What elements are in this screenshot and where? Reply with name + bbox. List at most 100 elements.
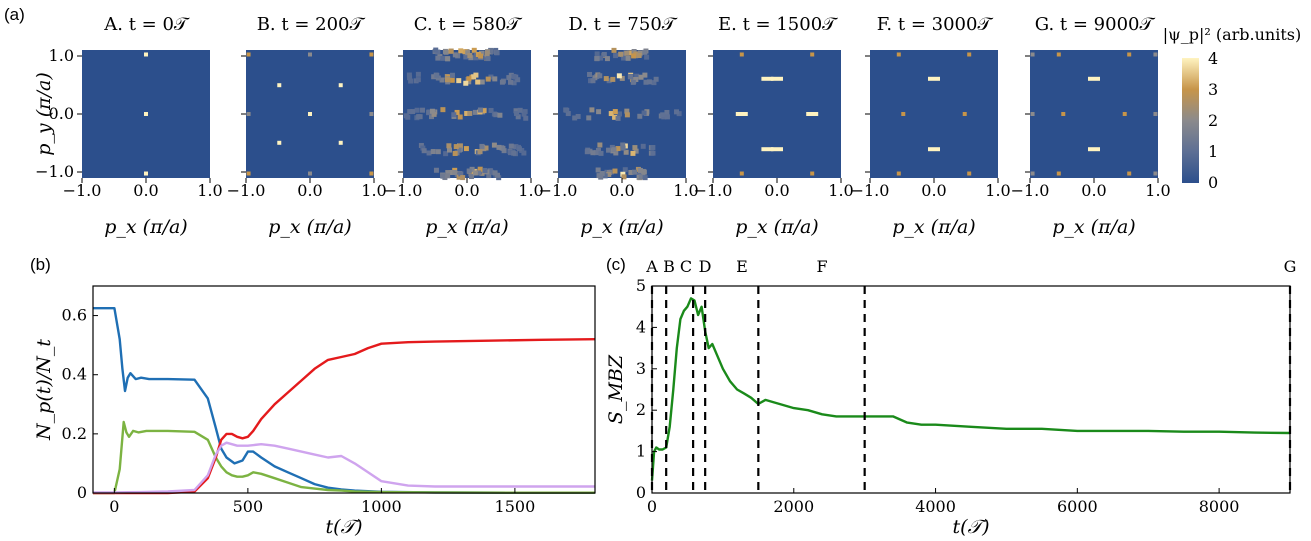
panel-b-ytick-1: 0.2 — [62, 424, 87, 443]
snapshot-0-xtick-0: −1.0 — [63, 181, 102, 200]
snapshot-2-speckle-27 — [507, 79, 513, 85]
snapshot-2-speckle-137 — [479, 50, 485, 56]
snapshot-2-speckle-193 — [433, 167, 439, 173]
snapshot-3-speckle-125 — [637, 167, 643, 173]
snapshot-3-speckle-99 — [624, 50, 630, 56]
snapshot-2-speckle-0 — [406, 72, 412, 78]
snapshot-2-speckle-109 — [420, 145, 426, 151]
snapshot-3-speckle-113 — [620, 171, 626, 177]
snapshot-2-speckle-19 — [439, 77, 445, 83]
snapshot-3-speckle-40 — [624, 112, 630, 118]
snapshot-3-speckle-55 — [613, 150, 619, 156]
snapshot-3-speckle-41 — [608, 111, 614, 117]
snapshot-1: B. t = 200𝒯 −1.0 0.0 1.0 p_x (π/a) — [227, 14, 387, 238]
panel-b-xtick-3: 1500 — [495, 497, 536, 516]
snapshot-5-xtick-1: 0.0 — [921, 181, 946, 200]
snapshot-3-speckle-104 — [628, 169, 634, 175]
snapshot-3-speckle-43 — [674, 109, 680, 115]
snapshot-3-speckle-127 — [631, 169, 637, 175]
snapshot-3-speckle-21 — [646, 79, 652, 85]
snapshot-2-speckle-149 — [452, 52, 458, 58]
colorbar-tick-2: 2 — [1208, 111, 1218, 130]
snapshot-3-speckle-96 — [642, 49, 648, 55]
panel-c-series-0 — [650, 297, 1291, 481]
snapshot-2-speckle-32 — [508, 72, 514, 78]
snapshot-2-speckle-179 — [487, 169, 493, 175]
snapshot-6-spot-5 — [1153, 112, 1158, 116]
snapshot-0-spot-0 — [144, 112, 148, 116]
snapshot-6-spot-13 — [1153, 171, 1158, 176]
snapshot-2-speckle-112 — [516, 146, 522, 152]
snapshot-3-speckle-16 — [592, 75, 598, 81]
snapshot-5-spot-7 — [967, 171, 972, 176]
panel-c-xtick-3: 6000 — [1057, 497, 1098, 516]
snapshot-3-speckle-34 — [615, 115, 621, 121]
panel-b-ytick-0: 0 — [77, 483, 87, 502]
panel-c-entropy-chart: A B C D E F G 0 2000 4000 6000 8000 0 1 2 3 4 5 t(𝒯) S_MBZ — [605, 257, 1296, 538]
snapshot-3-speckle-48 — [641, 110, 647, 116]
snapshot-3-speckle-26 — [676, 111, 682, 117]
snapshot-2-speckle-24 — [515, 77, 521, 83]
snapshot-1-spot-0 — [308, 112, 312, 116]
snapshot-3-speckle-72 — [598, 150, 604, 156]
snapshot-2-speckle-64 — [426, 109, 432, 115]
event-label-F: F — [816, 257, 827, 276]
snapshot-5-spot-6 — [896, 171, 901, 176]
snapshot-2-speckle-181 — [469, 166, 475, 172]
panel-c-ytick-3: 3 — [636, 359, 646, 378]
panel-b-ylabel: N_p(t)/N_t — [33, 339, 55, 441]
snapshot-3-speckle-119 — [602, 173, 608, 179]
snapshot-3-xtick-2: 1.0 — [673, 181, 698, 200]
snapshot-3-speckle-68 — [590, 150, 596, 156]
snapshot-3-speckle-76 — [650, 144, 656, 150]
snapshot-2-speckle-96 — [430, 149, 436, 155]
snapshot-2-speckle-74 — [431, 111, 437, 117]
snapshot-1-spot-7 — [246, 171, 251, 176]
panel-b-xlabel: t(𝒯) — [325, 516, 362, 538]
snapshot-2-speckle-115 — [477, 149, 483, 155]
snapshot-2-speckle-192 — [472, 170, 478, 176]
snapshot-1-xtick-1: 0.0 — [297, 181, 322, 200]
snapshot-3-speckle-129 — [641, 169, 647, 175]
snapshot-2-speckle-91 — [508, 143, 514, 149]
snapshot-2-speckle-89 — [463, 146, 469, 152]
snapshot-2-speckle-94 — [446, 143, 452, 149]
snapshot-2-speckle-158 — [445, 56, 451, 62]
snapshot-2-speckle-133 — [465, 50, 471, 56]
snapshot-2-speckle-66 — [410, 109, 416, 115]
snapshot-0-xlabel: p_x (π/a) — [104, 216, 187, 238]
snapshot-2-speckle-46 — [414, 107, 420, 113]
snapshot-2-speckle-38 — [449, 72, 455, 78]
snapshot-2-speckle-75 — [454, 109, 460, 115]
snapshot-4-title: E. t = 1500𝒯 — [718, 14, 838, 35]
snapshot-3-speckle-2 — [619, 75, 625, 81]
snapshot-0-spot-1 — [144, 52, 148, 57]
snapshot-6-spot-10 — [1030, 52, 1035, 57]
snapshot-3-speckle-20 — [627, 74, 633, 80]
snapshot-2-speckle-185 — [466, 168, 472, 174]
snapshot-2-speckle-113 — [496, 144, 502, 150]
snapshot-2: C. t = 580𝒯 −1.0 0.0 1.0 p_x (π/a) — [384, 14, 544, 238]
snapshot-2-speckle-90 — [483, 145, 489, 151]
snapshot-2-speckle-26 — [444, 77, 450, 83]
snapshot-3-xtick-0: −1.0 — [539, 181, 578, 200]
panel-c-ytick-5: 5 — [636, 276, 646, 295]
panel-b-xtick-1: 500 — [233, 497, 264, 516]
snapshot-3-speckle-92 — [598, 55, 604, 61]
snapshot-4-spot-1 — [771, 76, 783, 81]
snapshot-3-speckle-86 — [601, 52, 607, 58]
panel-b-ytick-2: 0.4 — [62, 365, 87, 384]
snapshot-6-background — [1030, 50, 1158, 178]
snapshot-2-speckle-165 — [448, 169, 454, 175]
snapshot-2-speckle-42 — [472, 109, 478, 115]
snapshot-6-spot-9 — [1127, 171, 1132, 176]
snapshot-2-speckle-36 — [492, 76, 498, 82]
snapshot-2-xtick-0: −1.0 — [384, 181, 423, 200]
snapshot-1-xlabel: p_x (π/a) — [268, 216, 351, 238]
snapshot-6-spot-0 — [1088, 76, 1100, 81]
snapshot-3-speckle-58 — [640, 143, 646, 149]
snapshot-2-speckle-197 — [460, 175, 466, 181]
snapshot-2-speckle-190 — [477, 166, 483, 172]
snapshot-1-spot-11 — [246, 112, 251, 116]
event-label-G: G — [1284, 257, 1297, 276]
